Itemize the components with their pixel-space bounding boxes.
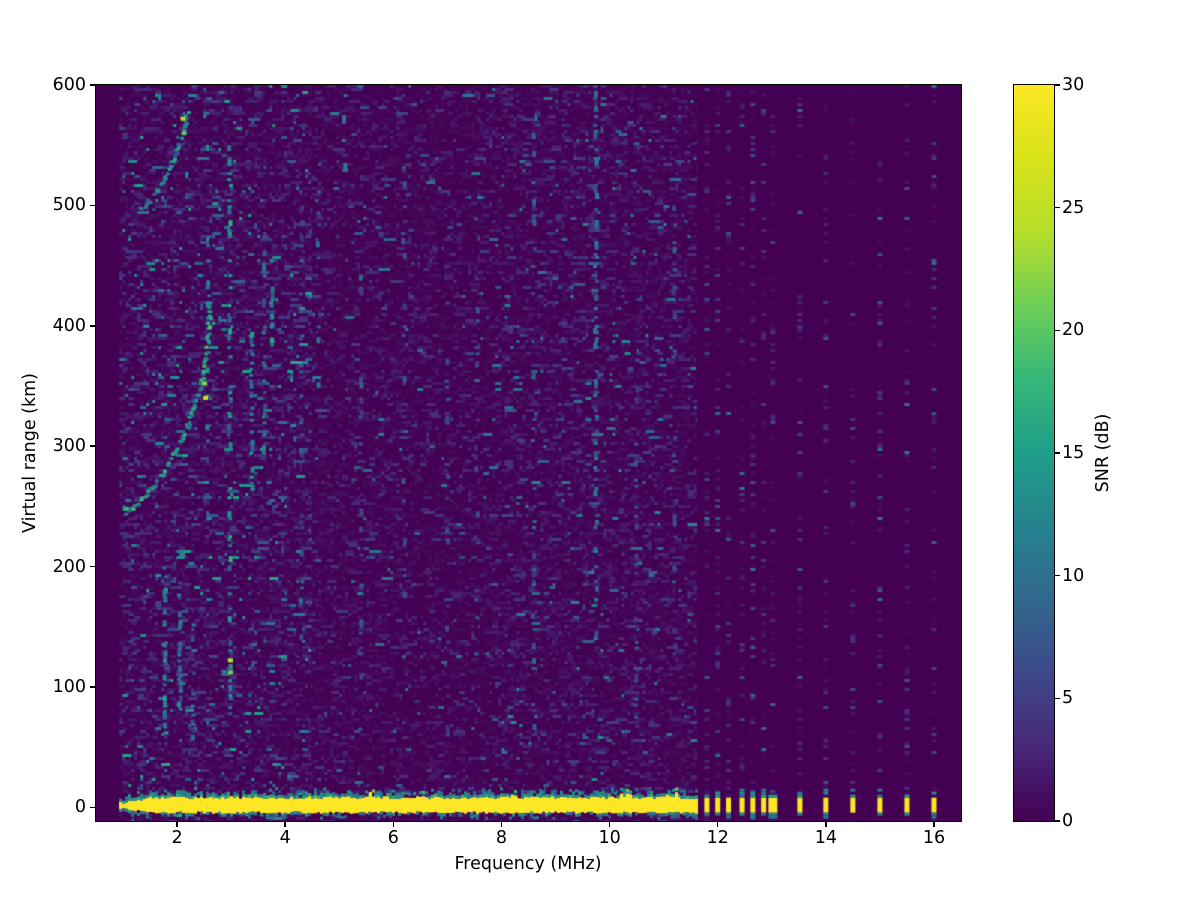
y-tick-label: 300 bbox=[52, 436, 86, 457]
x-tick-mark bbox=[825, 822, 827, 827]
y-tick-mark bbox=[90, 84, 95, 86]
colorbar-tick-label: 30 bbox=[1062, 75, 1085, 95]
x-tick-label: 8 bbox=[495, 828, 508, 848]
y-tick-mark bbox=[90, 806, 95, 809]
y-tick-mark bbox=[90, 325, 95, 327]
x-tick-mark bbox=[608, 822, 611, 827]
heatmap-canvas bbox=[96, 85, 961, 821]
y-tick-label: 500 bbox=[52, 195, 86, 216]
y-tick-label: 0 bbox=[74, 797, 86, 818]
x-tick-mark bbox=[176, 822, 178, 827]
x-tick-label: 14 bbox=[814, 828, 837, 848]
colorbar-canvas bbox=[1014, 85, 1054, 821]
y-tick-mark bbox=[90, 565, 95, 568]
colorbar-tick-label: 15 bbox=[1062, 443, 1085, 463]
y-tick-label: 200 bbox=[52, 556, 86, 577]
colorbar-tick-mark bbox=[1055, 697, 1060, 700]
x-tick-mark bbox=[284, 822, 286, 827]
y-tick-mark bbox=[90, 445, 95, 447]
colorbar-tick-mark bbox=[1055, 329, 1060, 332]
colorbar-tick-mark bbox=[1055, 574, 1060, 577]
x-tick-label: 2 bbox=[171, 828, 183, 848]
x-tick-label: 6 bbox=[387, 828, 399, 848]
colorbar-tick-label: 20 bbox=[1062, 320, 1085, 341]
y-tick-mark bbox=[90, 204, 95, 207]
y-tick-label: 600 bbox=[52, 75, 86, 95]
colorbar-tick-mark bbox=[1055, 820, 1060, 822]
colorbar-frame bbox=[1013, 84, 1055, 822]
colorbar-tick-label: 10 bbox=[1062, 565, 1085, 586]
y-tick-mark bbox=[90, 686, 95, 688]
x-tick-label: 16 bbox=[922, 828, 946, 848]
colorbar-tick-label: 5 bbox=[1062, 688, 1074, 709]
colorbar-tick-label: 25 bbox=[1062, 197, 1085, 218]
colorbar-tick-mark bbox=[1055, 84, 1060, 86]
x-tick-mark bbox=[716, 822, 719, 827]
x-tick-label: 4 bbox=[279, 828, 291, 848]
y-tick-label: 400 bbox=[52, 315, 86, 336]
x-tick-label: 10 bbox=[598, 828, 621, 848]
x-tick-mark bbox=[392, 822, 395, 827]
colorbar-label: SNR (dB) bbox=[1093, 413, 1113, 493]
plot-frame bbox=[95, 84, 962, 822]
colorbar-tick-label: 0 bbox=[1062, 811, 1074, 831]
x-tick-mark bbox=[933, 822, 935, 827]
x-axis-label: Frequency (MHz) bbox=[454, 854, 602, 874]
x-tick-label: 12 bbox=[706, 828, 729, 848]
colorbar-tick-mark bbox=[1055, 452, 1060, 454]
colorbar-tick-mark bbox=[1055, 206, 1060, 209]
y-tick-label: 100 bbox=[52, 676, 86, 697]
x-tick-mark bbox=[500, 822, 503, 827]
